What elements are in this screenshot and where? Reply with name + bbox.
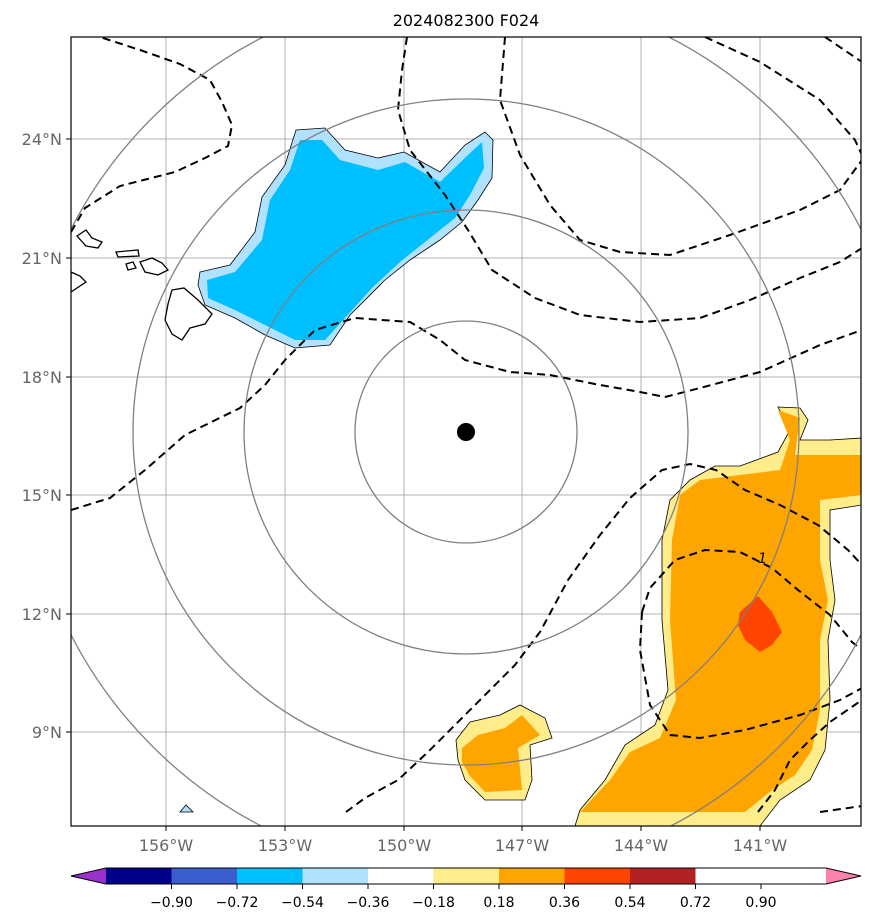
lat-label-9n: 9°N	[32, 723, 62, 742]
colorbar-bin	[302, 868, 368, 884]
positive-anomaly-region-east	[574, 406, 861, 826]
island-big-island	[164, 287, 213, 341]
lat-label-21n: 21°N	[22, 249, 62, 268]
range-rings	[71, 37, 861, 826]
lat-label-18n: 18°N	[22, 368, 62, 387]
colorbar-tick-label: 0.90	[745, 895, 776, 911]
storm-center-marker	[457, 423, 475, 441]
map-area: 1	[71, 37, 861, 826]
colorbar-tick-label: 0.72	[680, 895, 711, 911]
colorbar-bin	[237, 868, 303, 884]
contour-h-label-1	[641, 548, 861, 651]
lat-label-12n: 12°N	[22, 605, 62, 624]
lon-label-141w: 141°W	[733, 836, 788, 855]
contour-c	[396, 37, 861, 324]
range-ring-3	[132, 98, 800, 766]
lon-label-147w: 147°W	[495, 836, 550, 855]
colorbar-bin	[499, 868, 565, 884]
contour-e	[704, 37, 861, 156]
colorbar-tick-label: −0.36	[347, 895, 390, 911]
map-frame	[70, 36, 862, 827]
lon-label-153w: 153°W	[258, 836, 313, 855]
colorbar-tick-label: 0.18	[483, 895, 514, 911]
colorbar: −0.90 −0.72 −0.54 −0.36 −0.18 0.18 0.36 …	[70, 867, 862, 911]
range-ring-2	[243, 209, 689, 655]
island-kauai	[71, 271, 88, 293]
island-molokai	[115, 249, 140, 258]
colorbar-tick-label: −0.90	[150, 895, 193, 911]
colorbar-tick-label: −0.72	[216, 895, 259, 911]
colorbar-bin	[171, 868, 237, 884]
colorbar-extend-low	[71, 868, 106, 884]
contour-f	[824, 37, 861, 63]
contour-b	[71, 37, 234, 233]
positive-peak-region	[738, 596, 782, 652]
contour-g	[345, 462, 861, 813]
longitude-labels: 156°W 153°W 150°W 147°W 144°W 141°W	[139, 836, 788, 855]
island-oahu	[76, 229, 103, 249]
contour-h-lower	[638, 611, 861, 740]
colorbar-bin	[564, 868, 630, 884]
map-title: 2024082300 F024	[393, 11, 540, 30]
colorbar-bin	[433, 868, 499, 884]
contour-a	[71, 316, 861, 511]
contour-i	[757, 699, 861, 813]
colorbar-tick-label: 0.36	[549, 895, 580, 911]
lon-label-150w: 150°W	[377, 836, 432, 855]
hawaiian-islands	[71, 229, 213, 341]
lat-label-24n: 24°N	[22, 130, 62, 149]
island-lanai	[125, 261, 137, 271]
colorbar-tick-label: −0.54	[281, 895, 324, 911]
positive-anomaly-region-south	[455, 704, 553, 801]
colorbar-tick-label: 0.54	[614, 895, 645, 911]
colorbar-bin	[630, 868, 696, 884]
lat-label-15n: 15°N	[22, 486, 62, 505]
negative-anomaly-region	[197, 127, 494, 349]
island-maui	[139, 257, 170, 276]
small-negative-speck	[179, 804, 194, 813]
colorbar-outline	[70, 867, 862, 885]
range-ring-1	[354, 320, 578, 544]
contour-j	[819, 805, 861, 813]
latitude-labels: 24°N 21°N 18°N 15°N 12°N 9°N	[22, 130, 62, 742]
contour-d	[498, 37, 861, 257]
axis-ticks	[66, 138, 761, 831]
lon-label-156w: 156°W	[139, 836, 194, 855]
colorbar-tick-label: −0.18	[412, 895, 455, 911]
lon-label-144w: 144°W	[614, 836, 669, 855]
colorbar-extend-high	[826, 868, 861, 884]
contour-label: 1	[758, 551, 767, 567]
colorbar-bin	[368, 868, 434, 884]
dashed-contours	[71, 37, 861, 813]
colorbar-bin	[106, 868, 172, 884]
